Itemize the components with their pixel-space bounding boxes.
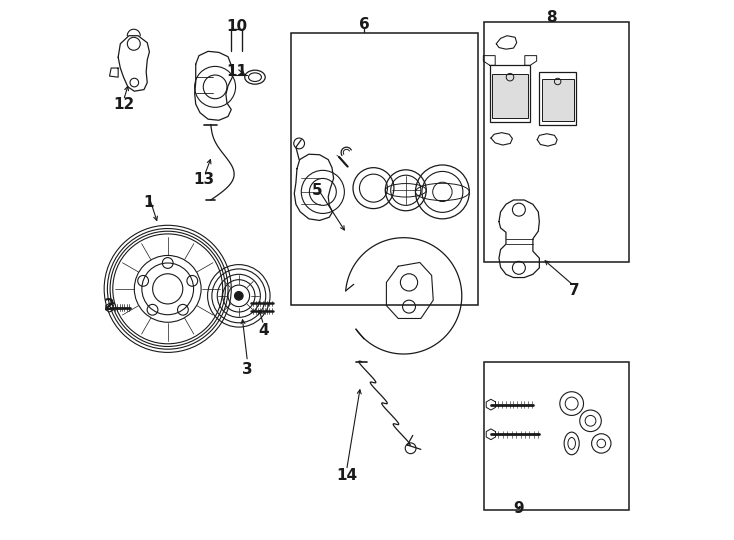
- Text: 11: 11: [226, 64, 247, 79]
- Text: 7: 7: [569, 283, 580, 298]
- Text: 1: 1: [143, 195, 153, 210]
- Text: 2: 2: [104, 298, 115, 313]
- Bar: [492, 75, 528, 118]
- Bar: [484, 22, 629, 262]
- Text: 9: 9: [514, 501, 524, 516]
- Text: 13: 13: [194, 172, 215, 187]
- Bar: [484, 362, 629, 510]
- Text: 4: 4: [258, 323, 269, 338]
- Text: 14: 14: [336, 468, 357, 483]
- Circle shape: [234, 292, 243, 300]
- Text: 6: 6: [359, 17, 370, 32]
- Bar: [539, 72, 576, 125]
- Bar: [542, 79, 574, 122]
- Text: 3: 3: [242, 362, 252, 377]
- Text: 8: 8: [546, 10, 556, 25]
- Text: 10: 10: [226, 19, 247, 34]
- Bar: [490, 65, 530, 122]
- Text: 12: 12: [113, 97, 134, 112]
- Bar: [291, 33, 478, 305]
- Text: 5: 5: [312, 183, 323, 198]
